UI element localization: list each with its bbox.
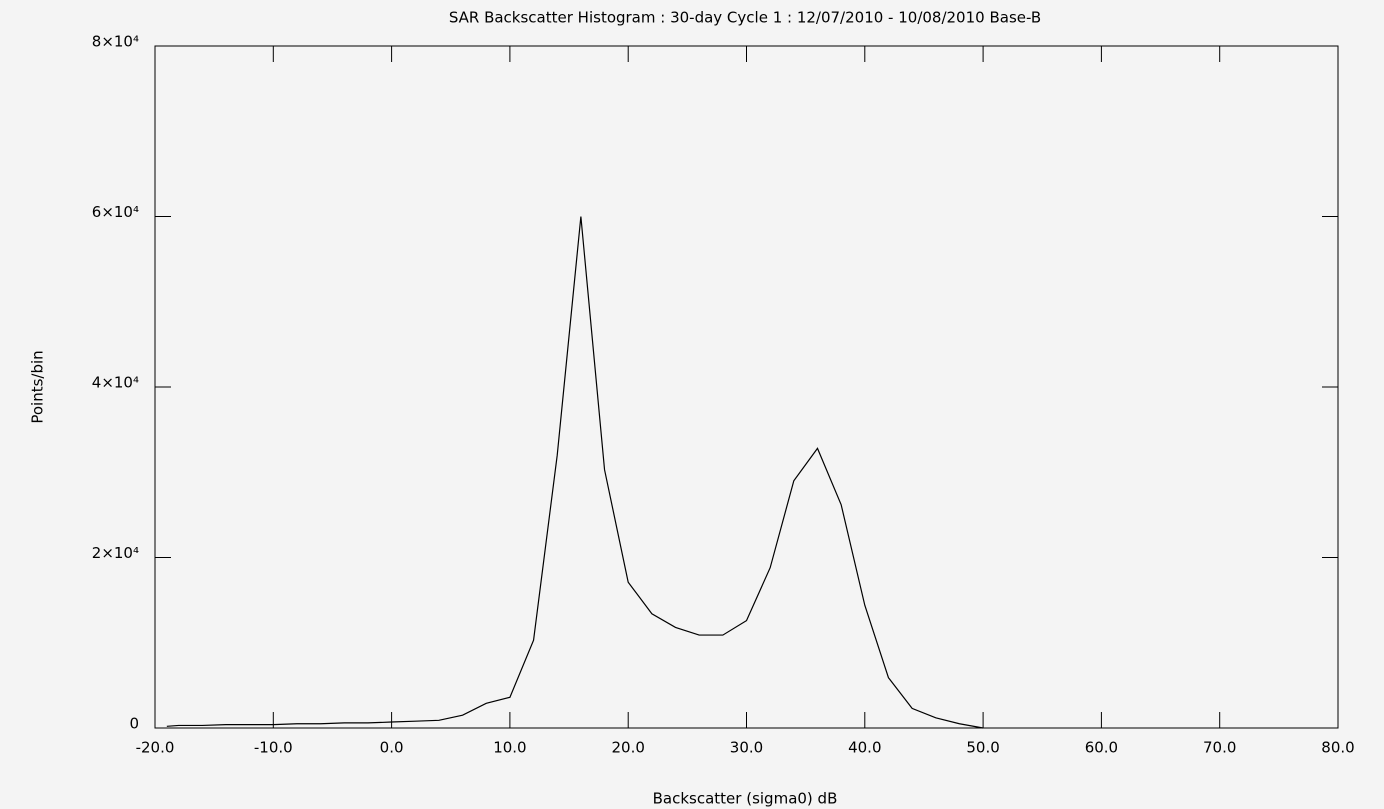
- x-tick-label: 0.0: [380, 739, 404, 757]
- x-axis-label: Backscatter (sigma0) dB: [653, 790, 838, 808]
- y-tick-label: 6×10⁴: [92, 203, 139, 221]
- data-line: [166, 216, 984, 729]
- x-tick-label: 50.0: [966, 739, 999, 757]
- x-tick-label: 20.0: [611, 739, 644, 757]
- y-tick-label: 4×10⁴: [92, 374, 139, 392]
- x-tick-label: 30.0: [730, 739, 763, 757]
- y-tick-label: 8×10⁴: [92, 33, 139, 51]
- y-axis-label: Points/bin: [29, 350, 47, 423]
- y-tick-label: 2×10⁴: [92, 544, 139, 562]
- chart-title: SAR Backscatter Histogram : 30-day Cycle…: [449, 9, 1041, 27]
- x-tick-label: 40.0: [848, 739, 881, 757]
- x-tick-label: 10.0: [493, 739, 526, 757]
- x-tick-label: -20.0: [136, 739, 175, 757]
- y-tick-label: 0: [129, 715, 139, 733]
- x-tick-label: 60.0: [1085, 739, 1118, 757]
- plot-frame: [154, 45, 1339, 729]
- x-tick-label: 70.0: [1203, 739, 1236, 757]
- x-tick-label: 80.0: [1321, 739, 1354, 757]
- x-tick-label: -10.0: [254, 739, 293, 757]
